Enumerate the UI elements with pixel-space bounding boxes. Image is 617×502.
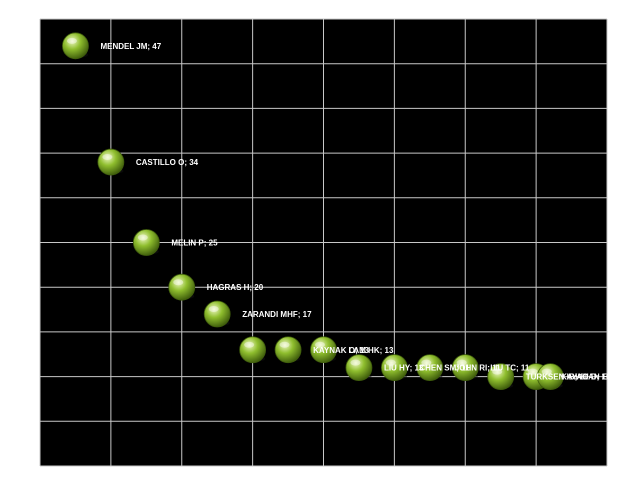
data-label: MENDEL JM; 47 bbox=[100, 42, 161, 51]
data-label: HAGRAS H; 20 bbox=[207, 283, 264, 292]
data-label: JOHN RI; 11 bbox=[455, 364, 501, 373]
data-label: ZARANDI MHF; 17 bbox=[242, 310, 312, 319]
x-tick-label: 14 bbox=[532, 478, 541, 487]
data-point bbox=[451, 354, 479, 382]
data-label: MELIN P; 25 bbox=[171, 239, 218, 248]
y-tick-label: 35 bbox=[22, 149, 31, 158]
data-label: CHEN SM; 11 bbox=[419, 364, 470, 373]
x-tick-label: 16 bbox=[603, 478, 612, 487]
y-tick-label: 0 bbox=[27, 462, 32, 471]
data-point bbox=[62, 32, 89, 60]
axes: 0 2 4 6 8 10 12 14 16 0 5 10 15 20 25 30 35 40 45 50 RECORD … bbox=[5, 15, 612, 487]
data-point bbox=[132, 229, 160, 256]
data-label: KAYNAK O; 13 bbox=[313, 346, 369, 355]
data-label: KAYACAN E; 10 bbox=[561, 373, 617, 382]
data-point bbox=[487, 363, 515, 391]
data-points bbox=[62, 32, 564, 391]
grid-lines bbox=[39, 18, 608, 467]
y-tick-label: 50 bbox=[22, 15, 31, 24]
y-axis-title: RECORD COUNT bbox=[5, 190, 14, 255]
data-label: WU D; 10 bbox=[575, 373, 611, 382]
data-label: LIU TC; 11 bbox=[490, 364, 530, 373]
x-tick-label: 2 bbox=[109, 478, 114, 487]
data-point bbox=[380, 354, 408, 382]
data-point bbox=[168, 273, 196, 301]
data-point bbox=[274, 336, 302, 364]
y-tick-label: 15 bbox=[22, 328, 31, 337]
data-label: CASTILLO O; 34 bbox=[136, 158, 199, 167]
y-tick-label: 25 bbox=[22, 239, 31, 248]
x-tick-label: 6 bbox=[250, 478, 255, 487]
data-point bbox=[345, 354, 373, 382]
x-tick-label: 4 bbox=[180, 478, 185, 487]
y-tick-label: 40 bbox=[22, 104, 31, 113]
y-tick-label: 45 bbox=[22, 60, 31, 69]
x-tick-label: 8 bbox=[321, 478, 326, 487]
data-label: LIU HY; 13 bbox=[384, 364, 424, 373]
x-tick-label: 10 bbox=[390, 478, 399, 487]
data-point bbox=[416, 354, 444, 382]
data-point bbox=[97, 148, 125, 176]
y-tick-label: 20 bbox=[22, 283, 31, 292]
data-point bbox=[536, 363, 564, 391]
data-point bbox=[239, 336, 267, 364]
y-tick-label: 10 bbox=[22, 373, 31, 382]
data-point bbox=[203, 300, 231, 328]
data-label: LAM HK; 13 bbox=[349, 346, 394, 355]
data-labels: MENDEL JM; 47 CASTILLO O; 34 MELIN P; 25 HA… bbox=[100, 42, 617, 382]
x-tick-label: 12 bbox=[461, 478, 470, 487]
data-point bbox=[310, 336, 337, 364]
y-tick-label: 30 bbox=[22, 194, 31, 203]
y-tick-label: 5 bbox=[27, 417, 32, 426]
x-tick-label: 0 bbox=[38, 478, 43, 487]
data-label: TURKSEN IB; 11 bbox=[526, 373, 589, 382]
